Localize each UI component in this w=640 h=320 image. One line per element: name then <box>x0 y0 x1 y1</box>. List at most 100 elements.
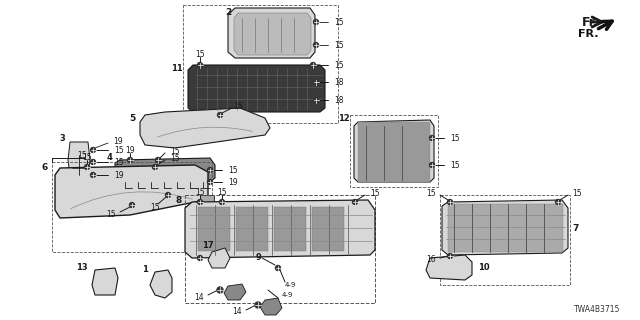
Circle shape <box>314 79 319 84</box>
Text: 15: 15 <box>114 146 124 155</box>
Text: 15: 15 <box>228 165 237 174</box>
Bar <box>350 115 438 187</box>
Text: 15: 15 <box>150 203 160 212</box>
Text: 4: 4 <box>106 153 112 162</box>
Bar <box>198 207 230 251</box>
Bar <box>236 207 268 251</box>
Text: 15: 15 <box>334 18 344 27</box>
Polygon shape <box>426 255 472 280</box>
Text: 1: 1 <box>142 266 148 275</box>
Bar <box>358 122 430 182</box>
Text: 19: 19 <box>113 137 123 146</box>
Circle shape <box>255 302 261 308</box>
Text: 15: 15 <box>195 188 205 196</box>
Circle shape <box>198 62 202 68</box>
Circle shape <box>220 199 225 204</box>
Text: 14: 14 <box>232 308 242 316</box>
Text: Fr.: Fr. <box>582 15 599 28</box>
Polygon shape <box>185 200 375 258</box>
Text: 15: 15 <box>77 150 87 159</box>
Text: 15: 15 <box>334 41 344 50</box>
Circle shape <box>217 287 223 293</box>
Text: 13: 13 <box>76 263 88 273</box>
Bar <box>448 204 563 252</box>
Circle shape <box>90 172 95 178</box>
Bar <box>440 195 570 285</box>
Text: 17: 17 <box>202 241 214 250</box>
Bar <box>52 162 212 252</box>
Circle shape <box>166 193 170 197</box>
Circle shape <box>429 135 435 140</box>
Circle shape <box>127 157 132 163</box>
Text: 15: 15 <box>370 188 380 197</box>
Text: FR.: FR. <box>578 29 598 39</box>
Text: 15: 15 <box>334 60 344 69</box>
Text: 15: 15 <box>106 210 116 219</box>
Text: 10: 10 <box>478 263 490 273</box>
Bar <box>183 5 338 123</box>
Text: 8: 8 <box>176 196 182 204</box>
Polygon shape <box>354 120 434 182</box>
Bar <box>185 195 375 303</box>
Polygon shape <box>68 142 90 175</box>
Polygon shape <box>55 165 208 218</box>
Text: 3: 3 <box>60 133 65 142</box>
Polygon shape <box>234 13 311 55</box>
Text: 15: 15 <box>426 188 436 197</box>
Circle shape <box>90 159 95 164</box>
Text: TWA4B3715: TWA4B3715 <box>573 305 620 314</box>
Text: 14: 14 <box>195 293 204 302</box>
Polygon shape <box>140 108 270 148</box>
Text: 15: 15 <box>450 133 460 142</box>
Circle shape <box>129 203 134 207</box>
Circle shape <box>156 157 161 163</box>
Text: 2: 2 <box>225 7 231 17</box>
Text: 15: 15 <box>170 154 180 163</box>
Text: 12: 12 <box>339 114 350 123</box>
Bar <box>274 207 306 251</box>
Text: 15: 15 <box>195 50 205 59</box>
Text: 15: 15 <box>114 157 124 166</box>
Polygon shape <box>208 248 230 268</box>
Circle shape <box>314 98 319 102</box>
Circle shape <box>447 253 452 259</box>
Polygon shape <box>188 65 325 112</box>
Circle shape <box>198 199 202 204</box>
Circle shape <box>218 113 223 117</box>
Circle shape <box>310 62 316 68</box>
Polygon shape <box>228 8 315 58</box>
Text: 11: 11 <box>172 63 183 73</box>
Circle shape <box>556 199 561 204</box>
Polygon shape <box>224 284 246 300</box>
Text: 6: 6 <box>42 163 48 172</box>
Circle shape <box>353 199 358 204</box>
Circle shape <box>90 148 95 153</box>
Text: 15: 15 <box>450 161 460 170</box>
Text: 15: 15 <box>217 188 227 196</box>
Polygon shape <box>115 158 215 182</box>
Circle shape <box>447 199 452 204</box>
Text: 15: 15 <box>233 101 243 110</box>
Circle shape <box>207 167 212 172</box>
Polygon shape <box>442 200 568 255</box>
Circle shape <box>314 20 319 25</box>
Text: 9: 9 <box>255 253 261 262</box>
Text: 19: 19 <box>114 171 124 180</box>
Circle shape <box>84 164 90 170</box>
Text: 19: 19 <box>125 146 135 155</box>
Polygon shape <box>260 298 282 315</box>
Circle shape <box>207 180 212 185</box>
Text: 15: 15 <box>82 153 92 162</box>
Text: 15: 15 <box>572 188 582 197</box>
Text: 5: 5 <box>129 114 135 123</box>
Circle shape <box>198 255 202 260</box>
Circle shape <box>275 266 280 270</box>
Polygon shape <box>92 268 118 295</box>
Text: 16: 16 <box>426 254 436 263</box>
Bar <box>312 207 344 251</box>
Circle shape <box>429 163 435 167</box>
Circle shape <box>152 164 157 170</box>
Text: 18: 18 <box>334 95 344 105</box>
Circle shape <box>314 43 319 47</box>
Text: 15: 15 <box>170 147 180 156</box>
